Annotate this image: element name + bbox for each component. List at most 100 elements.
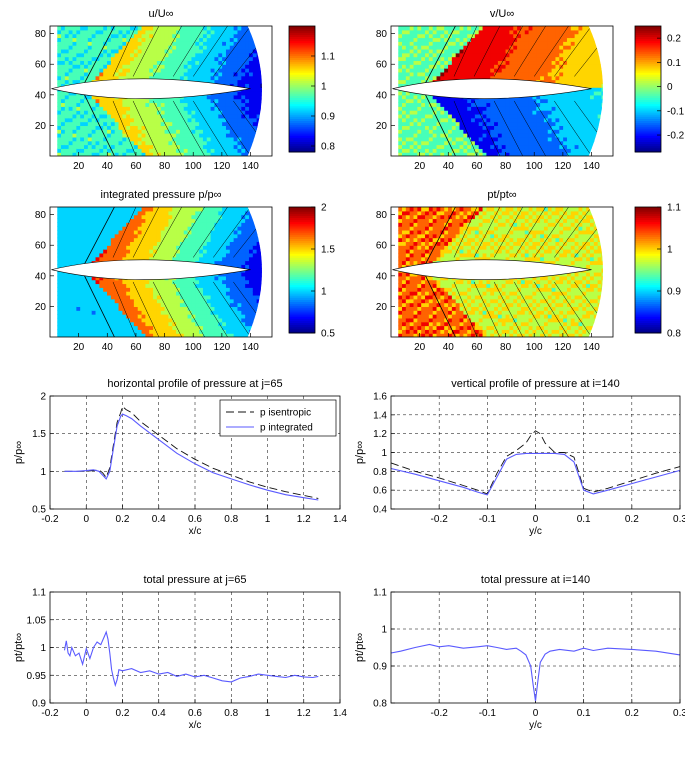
legend: p isentropic p integrated	[219, 399, 337, 437]
colorbar-cell	[635, 139, 661, 142]
x-tick-label: 40	[443, 342, 455, 353]
y-tick-label: 2	[40, 392, 46, 403]
colorbar-cell	[635, 70, 661, 73]
colorbar-cell	[289, 26, 315, 29]
y-tick-label: 60	[35, 241, 47, 252]
x-tick-label: -0.1	[479, 708, 497, 719]
contour-line	[213, 26, 251, 77]
colorbar-cell	[635, 128, 661, 132]
x-tick-label: 20	[73, 342, 85, 353]
contour-line	[453, 100, 478, 156]
contour-field	[398, 26, 603, 156]
x-axis-label: y/c	[529, 720, 542, 731]
colorbar-cell	[635, 97, 661, 100]
x-tick-label: 140	[242, 342, 259, 353]
colorbar-cell	[635, 297, 661, 300]
x-tick-label: 80	[159, 161, 171, 172]
colorbar-cell	[289, 101, 315, 105]
colorbar-cell	[289, 284, 315, 288]
shock-line-lower	[422, 88, 456, 156]
contour-line	[554, 281, 592, 337]
contour-line	[574, 100, 603, 156]
colorbar-tick-label: 1	[667, 245, 673, 256]
x-tick-label: 0	[533, 514, 539, 525]
x-tick-label: -0.2	[431, 514, 449, 525]
colorbar-cell	[289, 80, 315, 84]
colorbar-cell	[635, 253, 661, 256]
colorbar-cell	[635, 244, 661, 248]
colorbar-cell	[289, 28, 315, 31]
x-tick-label: 1.4	[333, 514, 347, 525]
colorbar-cell	[635, 251, 661, 254]
y-tick-label: 40	[376, 90, 388, 101]
series-line-p-integrated	[390, 452, 681, 496]
x-tick-label: 60	[130, 161, 142, 172]
x-tick-label: -0.2	[41, 514, 59, 525]
colorbar-cell	[635, 80, 661, 84]
contour-line	[574, 26, 603, 77]
colorbar-cell	[635, 249, 661, 252]
colorbar-tick-label: 0.9	[667, 287, 681, 298]
colorbar: 0.2 0.1 0 -0.1 -0.2	[634, 25, 685, 153]
colorbar-cell	[635, 26, 661, 29]
colorbar-cell	[635, 65, 661, 69]
colorbar-cell	[289, 110, 315, 113]
colorbar-cell	[635, 47, 661, 50]
colorbar-cell	[289, 40, 315, 44]
colorbar-cell	[289, 314, 315, 317]
contour-line	[213, 100, 251, 156]
colorbar-cell	[289, 240, 315, 244]
colorbar-cell	[289, 272, 315, 275]
colorbar-cell	[635, 137, 661, 140]
y-tick-label: 0.4	[373, 505, 387, 516]
x-tick-label: 0.1	[577, 708, 591, 719]
legend-label: p isentropic	[260, 408, 311, 419]
colorbar-cell	[635, 135, 661, 138]
colorbar-tick-label: -0.1	[667, 106, 685, 117]
contour-panel-v: v/U∞ 20 40 60 80 100 120 140 20 40 60 80 0.2 0.1 0 -0.1…	[376, 8, 685, 172]
colorbar-cell	[635, 221, 661, 225]
contour-line	[453, 207, 478, 258]
colorbar-cell	[635, 307, 661, 311]
airfoil-body	[392, 78, 592, 99]
colorbar-tick-label: 1	[321, 287, 327, 298]
colorbar-cell	[635, 211, 661, 214]
colorbar-cell	[635, 124, 661, 128]
colorbar: 0.8 0.9 1 1.1	[288, 25, 335, 153]
colorbar-cell	[289, 297, 315, 300]
colorbar-cell	[289, 232, 315, 235]
colorbar-tick-label: 0.1	[667, 58, 681, 69]
y-tick-label: 40	[35, 90, 47, 101]
colorbar-cell	[635, 95, 661, 98]
contour-line	[453, 26, 478, 77]
y-tick-label: 20	[376, 302, 388, 313]
x-tick-label: 140	[583, 161, 600, 172]
colorbar-tick-label: 0.8	[321, 142, 335, 153]
colorbar-cell	[289, 61, 315, 65]
colorbar-tick-label: 0	[667, 82, 673, 93]
colorbar-cell	[635, 40, 661, 44]
colorbar-cell	[635, 30, 661, 33]
colorbar-cell	[289, 34, 315, 37]
contour-line	[493, 26, 523, 77]
x-tick-label: 0	[83, 708, 89, 719]
colorbar-cell	[289, 255, 315, 258]
x-tick-label: 1.4	[333, 708, 347, 719]
x-tick-label: 60	[471, 161, 483, 172]
contour-line	[172, 100, 205, 156]
colorbar-cell	[289, 76, 315, 79]
x-tick-label: 80	[500, 342, 512, 353]
x-tick-label: 60	[471, 342, 483, 353]
airfoil-body	[51, 78, 251, 99]
contour-line	[554, 207, 592, 258]
panel-title: integrated pressure p/p∞	[101, 189, 222, 201]
colorbar-cell	[635, 141, 661, 145]
colorbar-cell	[635, 295, 661, 298]
colorbar-cell	[289, 147, 315, 151]
colorbar-cell	[289, 265, 315, 269]
contour-line	[513, 100, 546, 156]
contour-line	[132, 26, 160, 77]
colorbar-cell	[635, 149, 661, 153]
colorbar-cell	[635, 42, 661, 46]
